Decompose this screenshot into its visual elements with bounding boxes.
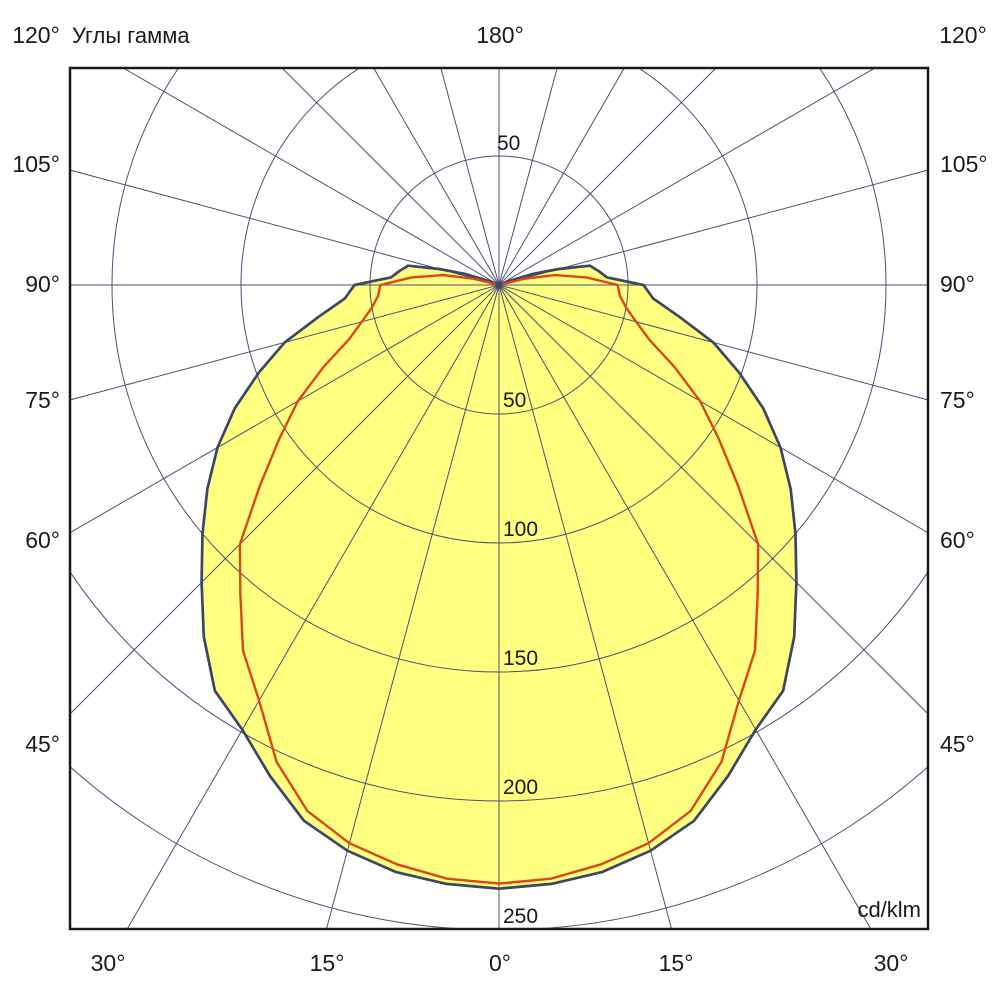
gamma-ray-315 — [70, 284, 500, 715]
radial-tick-label-200: 200 — [503, 776, 538, 799]
gamma-ray-165 — [498, 68, 558, 286]
gamma-ray-105 — [498, 169, 928, 286]
gamma-label-right-75: 75° — [940, 387, 975, 413]
radial-tick-label-150: 150 — [503, 647, 538, 670]
gamma-ray-210 — [373, 68, 500, 286]
radial-tick-label-100: 100 — [503, 518, 538, 541]
gamma-ray-135 — [498, 68, 717, 286]
chart-title: Углы гамма — [72, 23, 190, 48]
gamma-label-bottom-right-15: 15° — [659, 950, 694, 976]
gamma-ray-240 — [122, 68, 500, 286]
gamma-ray-225 — [281, 68, 500, 286]
gamma-ray-75 — [498, 284, 928, 401]
intensity-curve-c90-c270 — [200, 264, 798, 891]
gamma-label-top-180: 180° — [476, 22, 524, 48]
gamma-ray-150 — [498, 68, 625, 286]
gamma-label-left-105: 105° — [12, 151, 60, 177]
intensity-curve-c0-c180 — [238, 273, 760, 885]
polar-origin-dot — [495, 281, 503, 289]
gamma-label-top-left-120: 120° — [12, 22, 60, 48]
gamma-label-right-45: 45° — [940, 731, 975, 757]
gamma-ray-120 — [498, 68, 876, 286]
unit-label: cd/klm — [857, 897, 921, 922]
gamma-ray-45 — [498, 284, 928, 715]
gamma-label-bottom-left-30: 30° — [91, 950, 126, 976]
gamma-ray-30 — [498, 284, 872, 929]
gamma-label-bottom-left-15: 15° — [310, 950, 345, 976]
gamma-ray-285 — [70, 284, 500, 401]
gamma-label-left-75: 75° — [25, 387, 60, 413]
gamma-label-left-60: 60° — [25, 527, 60, 553]
gamma-label-top-right-120: 120° — [939, 22, 987, 48]
gamma-label-right-90: 90° — [940, 271, 975, 297]
radial-tick-label-50-top: 50 — [497, 132, 520, 155]
gamma-label-bottom-right-30: 30° — [874, 950, 909, 976]
radial-tick-label-50: 50 — [503, 389, 526, 412]
plot-frame — [68, 66, 930, 931]
gamma-ray-15 — [498, 284, 673, 929]
gamma-ray-195 — [440, 68, 500, 286]
gamma-label-bottom-0: 0° — [489, 950, 511, 976]
gamma-ray-345 — [325, 284, 500, 929]
gamma-ray-255 — [70, 169, 500, 286]
radial-tick-label-250: 250 — [503, 905, 538, 928]
gamma-label-right-60: 60° — [940, 527, 975, 553]
gamma-label-right-105: 105° — [940, 151, 988, 177]
gamma-label-left-45: 45° — [25, 731, 60, 757]
gamma-label-left-90: 90° — [25, 271, 60, 297]
gamma-ray-330 — [126, 284, 500, 929]
